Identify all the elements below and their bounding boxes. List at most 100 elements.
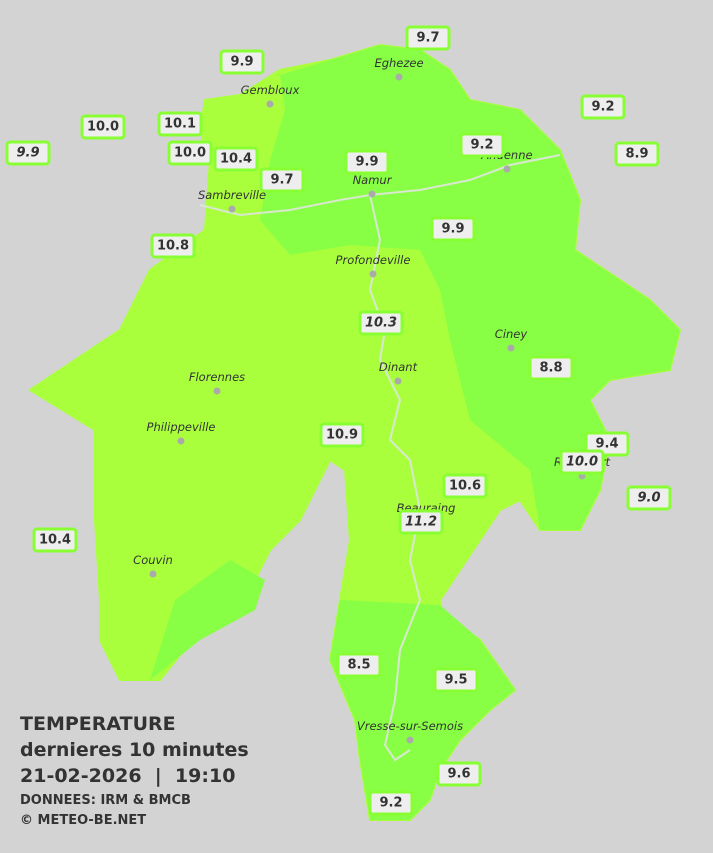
- station-value: 10.0: [566, 455, 598, 470]
- city-label: Philippeville: [147, 420, 216, 434]
- station-value: 11.2: [405, 515, 437, 530]
- station-value: 9.4: [595, 437, 618, 452]
- copyright: © METEO-BE.NET: [20, 813, 146, 828]
- station-box: [433, 667, 479, 693]
- city-dot: [228, 205, 236, 213]
- city-label: Couvin: [133, 553, 173, 567]
- city-dot: [266, 100, 274, 108]
- cities: EghezeeGemblouxAndenneNamurSambrevillePr…: [133, 56, 611, 744]
- zone-cool: [330, 600, 515, 820]
- station-value: 9.9: [355, 155, 378, 170]
- station-box: [436, 761, 482, 787]
- station-value: 9.7: [416, 31, 439, 46]
- station: 10.0: [167, 140, 213, 166]
- station-box: [528, 355, 574, 381]
- city-dot: [406, 736, 414, 744]
- timestamp: 21-02-2026 | 19:10: [20, 765, 235, 787]
- source: DONNEES: IRM & BMCB: [20, 793, 191, 808]
- station: 10.3: [358, 310, 404, 336]
- station: 11.2: [398, 509, 444, 535]
- city-label: Vresse-sur-Semois: [357, 719, 463, 733]
- station-value: 10.8: [157, 239, 189, 254]
- station-value: 8.8: [539, 361, 562, 376]
- station-box: [368, 790, 414, 816]
- station-box: [167, 140, 213, 166]
- station-box: [358, 310, 404, 336]
- station: 9.2: [580, 94, 626, 120]
- station: 9.7: [405, 25, 451, 51]
- city-label: Ciney: [495, 327, 528, 341]
- station-value: 10.9: [326, 428, 358, 443]
- city-dot: [177, 437, 185, 445]
- station: 9.9: [430, 216, 476, 242]
- station-box: [430, 216, 476, 242]
- station-box: [5, 140, 51, 166]
- station: 9.2: [368, 790, 414, 816]
- river: [368, 194, 422, 762]
- station-value: 9.9: [441, 222, 464, 237]
- station-box: [626, 485, 672, 511]
- station-value: 8.5: [347, 658, 370, 673]
- station: 10.0: [559, 449, 605, 475]
- station-box: [398, 509, 444, 535]
- station: 9.7: [259, 167, 305, 193]
- subtitle: dernieres 10 minutes: [20, 739, 249, 761]
- station-box: [614, 141, 660, 167]
- title: TEMPERATURE: [20, 713, 176, 735]
- station-box: [157, 111, 203, 137]
- city-dot: [503, 165, 511, 173]
- station-value: 10.0: [87, 120, 119, 135]
- station-box: [459, 132, 505, 158]
- station-box: [580, 94, 626, 120]
- station: 10.9: [319, 422, 365, 448]
- city-dot: [369, 270, 377, 278]
- station-value: 10.1: [164, 117, 196, 132]
- city-dot: [507, 344, 515, 352]
- city-label: Namur: [353, 173, 393, 187]
- station-value: 10.4: [220, 152, 252, 167]
- station-box: [405, 25, 451, 51]
- station-box: [80, 114, 126, 140]
- station-value: 10.0: [174, 146, 206, 161]
- city-label: Eghezee: [374, 56, 423, 70]
- station: 9.6: [436, 761, 482, 787]
- city-dot: [213, 387, 221, 395]
- station-box: [442, 473, 488, 499]
- station: 9.9: [219, 49, 265, 75]
- station-value: 9.9: [16, 146, 39, 161]
- city-label: Profondeville: [336, 253, 411, 267]
- zone-cool: [150, 560, 265, 680]
- station-value: 9.9: [230, 55, 253, 70]
- city-label: Florennes: [189, 370, 245, 384]
- station: 10.1: [157, 111, 203, 137]
- station: 9.9: [344, 149, 390, 175]
- station-value: 9.2: [379, 796, 402, 811]
- station: 9.9: [5, 140, 51, 166]
- station-box: [150, 233, 196, 259]
- city-dot: [368, 190, 376, 198]
- station-value: 8.9: [625, 147, 648, 162]
- station-value: 10.4: [39, 533, 71, 548]
- city-label: Sambreville: [198, 188, 266, 202]
- city-label: Gembloux: [241, 83, 300, 97]
- station: 9.5: [433, 667, 479, 693]
- station: 10.0: [80, 114, 126, 140]
- city-label: Dinant: [379, 360, 418, 374]
- station-box: [319, 422, 365, 448]
- station: 9.2: [459, 132, 505, 158]
- station-value: 9.2: [470, 138, 493, 153]
- station-box: [344, 149, 390, 175]
- station-value: 9.7: [270, 173, 293, 188]
- station-value: 10.6: [449, 479, 481, 494]
- station: 9.0: [626, 485, 672, 511]
- station-box: [336, 652, 382, 678]
- station: 8.8: [528, 355, 574, 381]
- station: 8.5: [336, 652, 382, 678]
- station: 10.8: [150, 233, 196, 259]
- stations: 9.7 9.9 9.2 10.0 10.1 9.9 10.0 10.4 9.2 8.9 9.9 9.7…: [5, 25, 672, 816]
- station-box: [219, 49, 265, 75]
- station: 8.9: [614, 141, 660, 167]
- station-box: [32, 527, 78, 553]
